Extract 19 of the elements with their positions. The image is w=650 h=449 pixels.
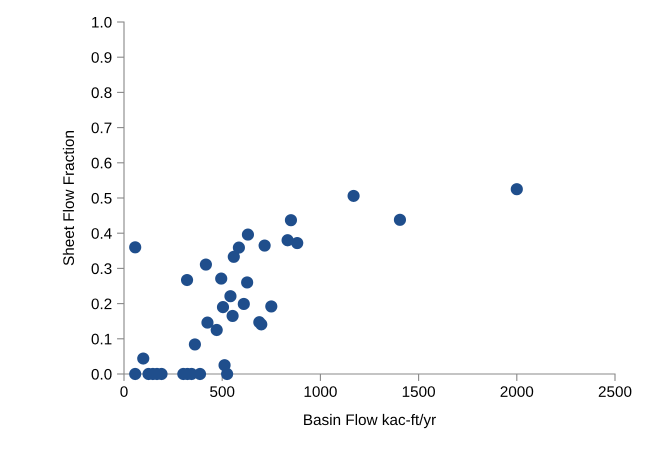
- y-tick-label: 0.5: [92, 192, 112, 204]
- y-axis-title: Sheet Flow Fraction: [62, 131, 74, 266]
- y-tick-label: 0.3: [92, 263, 112, 274]
- x-tick-label: 0: [120, 386, 128, 398]
- y-tick-label: 1.0: [92, 16, 112, 28]
- y-tick-label: 0.8: [92, 87, 112, 98]
- x-tick-label: 500: [210, 386, 234, 398]
- y-tick-label: 0.1: [92, 334, 112, 344]
- x-axis-title: Basin Flow kac-ft/yr: [304, 414, 436, 428]
- y-tick-label: 0.6: [92, 158, 112, 168]
- y-tick-label: 0.7: [92, 122, 112, 134]
- x-tick-label: 1500: [402, 386, 435, 398]
- y-tick-label: 0.9: [92, 52, 112, 63]
- y-tick-label: 0.4: [92, 228, 112, 239]
- x-tick-label: 1000: [304, 386, 337, 398]
- x-tick-label: 2500: [598, 386, 632, 398]
- y-tick-label: 0.2: [92, 298, 112, 310]
- x-tick-label: 2000: [500, 386, 534, 398]
- y-tick-label: 0.0: [92, 368, 112, 380]
